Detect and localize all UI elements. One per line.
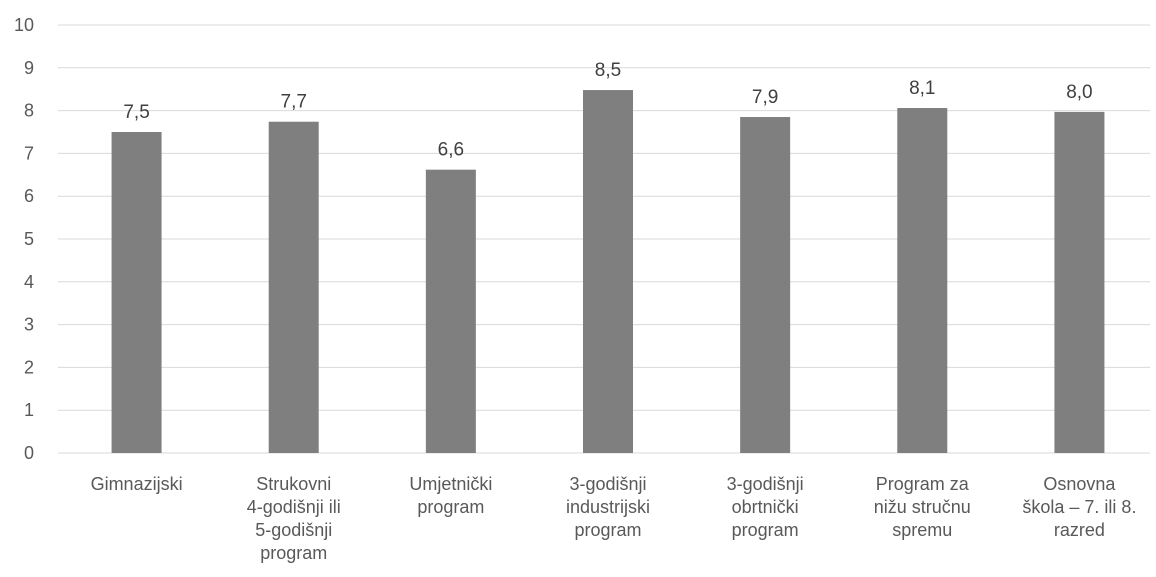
y-tick-label: 8 <box>24 101 34 121</box>
x-tick-label: 3-godišnji obrtnički program <box>727 474 804 540</box>
y-tick-label: 9 <box>24 58 34 78</box>
value-label: 7,9 <box>752 87 778 108</box>
bar <box>425 169 476 453</box>
value-label: 8,1 <box>909 78 935 99</box>
bar <box>1054 111 1105 453</box>
y-tick-label: 5 <box>24 229 34 249</box>
y-tick-label: 7 <box>24 143 34 163</box>
value-label: 7,5 <box>123 102 149 123</box>
y-tick-label: 2 <box>24 357 34 377</box>
bar <box>740 117 791 454</box>
y-tick-label: 4 <box>24 272 34 292</box>
value-label: 8,0 <box>1066 82 1092 103</box>
x-tick-label: Umjetnički program <box>409 474 492 517</box>
x-tick-label: Gimnazijski <box>91 474 183 494</box>
y-tick-label: 6 <box>24 186 34 206</box>
y-tick-label: 0 <box>24 443 34 463</box>
bar <box>111 132 162 453</box>
value-label: 6,6 <box>438 140 464 161</box>
x-tick-label: Strukovni 4-godišnji ili 5-godišnji program <box>247 474 341 563</box>
x-tick-label: Program za nižu stručnu spremu <box>874 474 971 540</box>
bar <box>583 90 633 453</box>
bar <box>268 121 319 453</box>
value-label: 7,7 <box>281 92 307 113</box>
x-tick-label: Osnovna škola – 7. ili 8. razred <box>1022 474 1136 540</box>
y-tick-label: 3 <box>24 315 34 335</box>
y-tick-label: 10 <box>14 15 34 35</box>
y-tick-label: 1 <box>24 400 34 420</box>
x-tick-label: 3-godišnji industrijski program <box>566 474 650 540</box>
value-label: 8,5 <box>595 60 621 81</box>
bar <box>897 108 948 454</box>
